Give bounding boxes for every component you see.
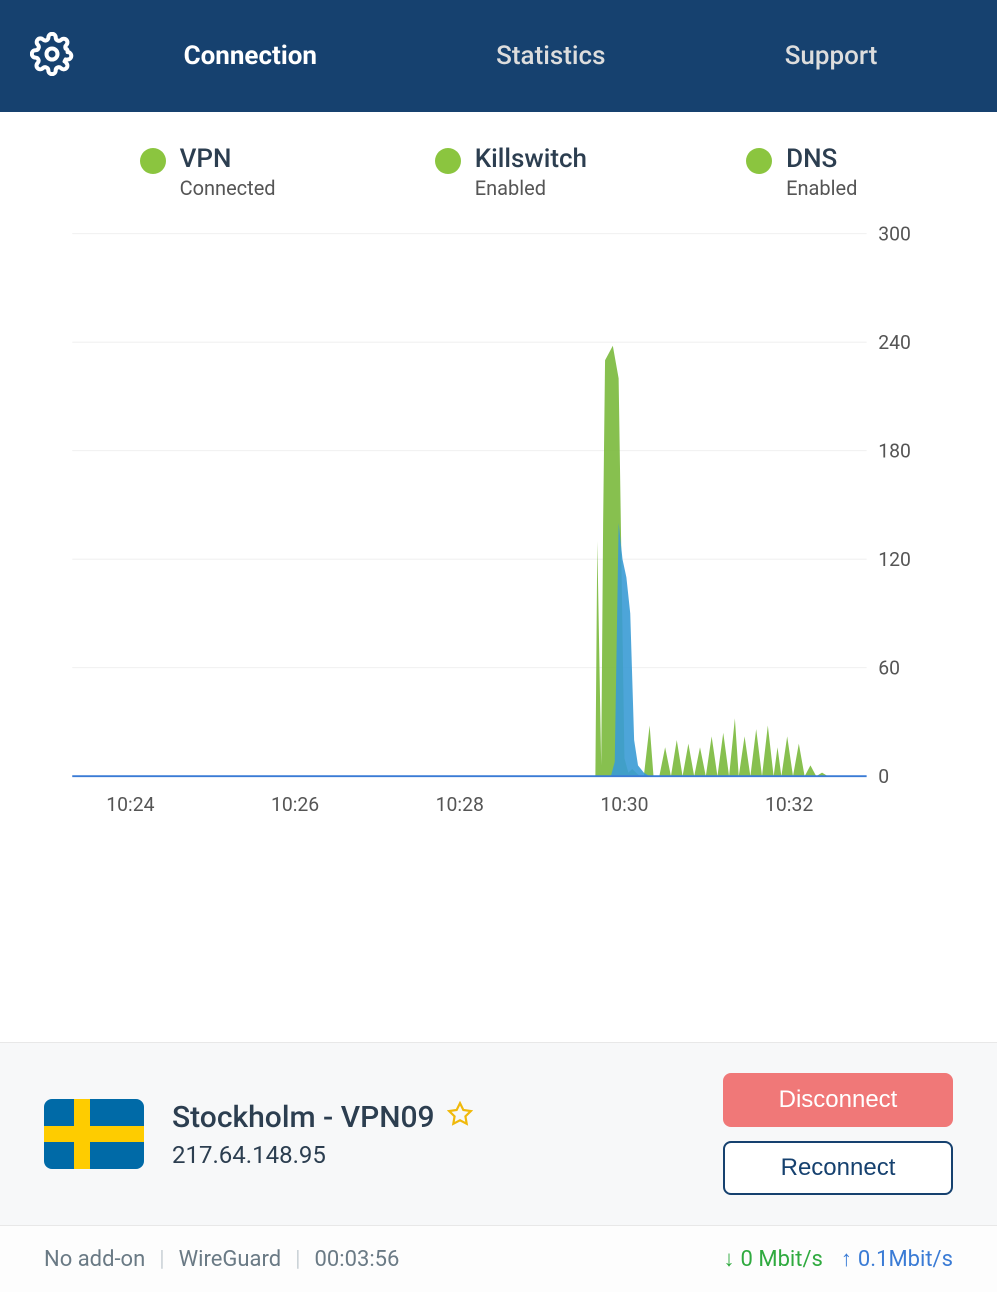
footer-protocol: WireGuard: [179, 1247, 282, 1272]
footer-rates: ↓ 0 Mbit/s ↑ 0.1Mbit/s: [724, 1246, 953, 1272]
svg-text:0: 0: [878, 765, 889, 788]
favorite-star-icon[interactable]: [447, 1100, 473, 1135]
traffic-chart: 0 60 120 180 240 300 10:24 10:26 10:28 10:30 10:32: [0, 224, 997, 1042]
svg-text:60: 60: [878, 656, 900, 679]
footer-duration: 00:03:56: [315, 1247, 400, 1272]
server-ip: 217.64.148.95: [172, 1141, 473, 1169]
tab-statistics[interactable]: Statistics: [476, 31, 625, 81]
status-vpn-title: VPN: [180, 144, 276, 174]
status-dot-icon: [140, 148, 166, 174]
separator-icon: |: [295, 1247, 300, 1272]
download-rate: 0 Mbit/s: [741, 1247, 823, 1272]
server-buttons: Disconnect Reconnect: [723, 1073, 953, 1195]
footer-addon: No add-on: [44, 1247, 145, 1272]
status-row: VPN Connected Killswitch Enabled DNS Ena…: [0, 112, 997, 224]
footer-bar: No add-on | WireGuard | 00:03:56 ↓ 0 Mbi…: [0, 1225, 997, 1292]
upload-rate: 0.1Mbit/s: [858, 1247, 953, 1272]
flag-sweden-icon: [44, 1099, 144, 1169]
tab-support[interactable]: Support: [765, 31, 898, 81]
svg-text:10:28: 10:28: [436, 793, 484, 816]
status-killswitch: Killswitch Enabled: [435, 144, 587, 200]
server-info: Stockholm - VPN09 217.64.148.95: [172, 1100, 473, 1169]
settings-icon[interactable]: [30, 32, 74, 80]
status-killswitch-title: Killswitch: [475, 144, 587, 174]
separator-icon: |: [159, 1247, 164, 1272]
status-dns: DNS Enabled: [746, 144, 857, 200]
server-panel: Stockholm - VPN09 217.64.148.95 Disconne…: [0, 1042, 997, 1225]
svg-text:10:32: 10:32: [765, 793, 813, 816]
reconnect-button[interactable]: Reconnect: [723, 1141, 953, 1195]
svg-text:240: 240: [878, 331, 911, 354]
svg-text:300: 300: [878, 224, 911, 245]
header-bar: Connection Statistics Support: [0, 0, 997, 112]
svg-text:180: 180: [878, 439, 911, 462]
status-killswitch-sub: Enabled: [475, 176, 587, 200]
tab-connection[interactable]: Connection: [164, 31, 337, 81]
status-vpn: VPN Connected: [140, 144, 276, 200]
svg-text:10:30: 10:30: [600, 793, 648, 816]
svg-text:10:24: 10:24: [106, 793, 154, 816]
status-dns-title: DNS: [786, 144, 857, 174]
tab-bar: Connection Statistics Support: [94, 31, 967, 81]
status-vpn-sub: Connected: [180, 176, 276, 200]
status-dns-sub: Enabled: [786, 176, 857, 200]
server-name: Stockholm - VPN09: [172, 1100, 435, 1135]
svg-text:10:26: 10:26: [271, 793, 319, 816]
chart-svg: 0 60 120 180 240 300 10:24 10:26 10:28 10:30 10:32: [60, 224, 937, 844]
upload-arrow-icon: ↑: [841, 1246, 852, 1272]
download-arrow-icon: ↓: [724, 1246, 735, 1272]
svg-text:120: 120: [878, 548, 911, 571]
disconnect-button[interactable]: Disconnect: [723, 1073, 953, 1127]
status-dot-icon: [746, 148, 772, 174]
status-dot-icon: [435, 148, 461, 174]
